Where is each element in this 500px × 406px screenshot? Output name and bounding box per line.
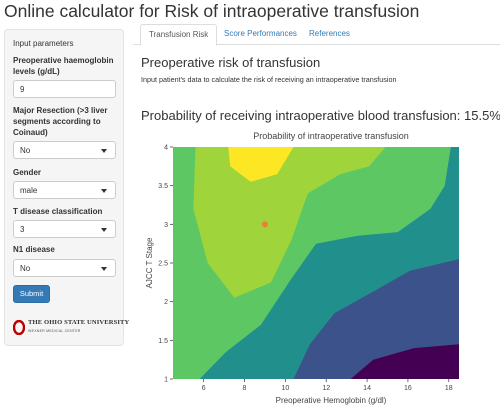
y-axis-label: AJCC T Stage — [145, 237, 154, 288]
chevron-down-icon — [101, 149, 107, 153]
major-resection-select[interactable]: No — [13, 141, 116, 159]
x-tick-label: 16 — [404, 385, 412, 392]
tab-score-performances[interactable]: Score Performances — [224, 29, 297, 38]
y-tick-label: 1 — [164, 377, 168, 384]
hgb-input[interactable]: 9 — [13, 80, 116, 98]
page-description: Input patient's data to calculate the ri… — [141, 75, 397, 84]
x-tick-label: 18 — [445, 385, 453, 392]
t-class-label: T disease classification — [13, 207, 103, 216]
y-tick-label: 3 — [164, 222, 168, 229]
contour-plot: Probability of intraoperative transfusio… — [145, 131, 459, 405]
probability-result: Probability of receiving intraoperative … — [141, 108, 500, 123]
major-resection-label: Major Resection (>3 liver segments accor… — [13, 106, 108, 137]
input-parameters-heading: Input parameters — [13, 39, 74, 48]
patient-point-marker — [261, 221, 268, 228]
contour-fills — [173, 147, 459, 379]
plot-axes: 6 8 10 12 14 16 18 1 1.5 2 2.5 3 3.5 4 — [158, 145, 453, 393]
hgb-label: Preoperative haemoglobin levels (g/dL) — [13, 56, 114, 76]
chevron-down-icon — [101, 267, 107, 271]
tab-transfusion-risk[interactable]: Transfusion Risk — [140, 24, 218, 46]
osu-logo-sub: WEXNER MEDICAL CENTER — [28, 329, 81, 333]
y-tick-label: 4 — [164, 145, 168, 152]
y-tick-label: 3.5 — [158, 183, 168, 190]
t-class-select[interactable]: 3 — [13, 220, 116, 238]
page-heading: Preoperative risk of transfusion — [141, 55, 321, 70]
y-tick-label: 2 — [164, 299, 168, 306]
x-tick-label: 8 — [243, 385, 247, 392]
n1-disease-label: N1 disease — [13, 245, 55, 254]
gender-select[interactable]: male — [13, 181, 116, 199]
y-tick-label: 1.5 — [158, 338, 168, 345]
osu-block-o-icon — [13, 320, 25, 335]
x-tick-label: 6 — [202, 385, 206, 392]
tab-references[interactable]: References — [309, 29, 350, 38]
gender-label: Gender — [13, 168, 42, 177]
x-axis-label: Preoperative Hemoglobin (g/dl) — [276, 396, 387, 405]
x-tick-label: 12 — [322, 385, 330, 392]
x-tick-label: 10 — [281, 385, 289, 392]
chevron-down-icon — [101, 189, 107, 193]
osu-logo: THE OHIO STATE UNIVERSITY WEXNER MEDICAL… — [13, 319, 129, 339]
submit-button[interactable]: Submit — [13, 285, 50, 303]
n1-disease-select[interactable]: No — [13, 259, 116, 277]
x-tick-label: 14 — [363, 385, 371, 392]
y-tick-label: 2.5 — [158, 261, 168, 268]
chevron-down-icon — [101, 228, 107, 232]
contour-level-5 — [228, 147, 294, 182]
app-title: Online calculator for Risk of intraopera… — [4, 1, 420, 21]
plot-title: Probability of intraoperative transfusio… — [253, 131, 409, 141]
osu-logo-name: THE OHIO STATE UNIVERSITY — [28, 319, 130, 326]
input-sidebar: Input parameters Preoperative haemoglobi… — [4, 29, 129, 346]
tab-bar: Transfusion Risk Score Performances Refe… — [133, 23, 500, 46]
contour-level-4 — [193, 147, 386, 298]
